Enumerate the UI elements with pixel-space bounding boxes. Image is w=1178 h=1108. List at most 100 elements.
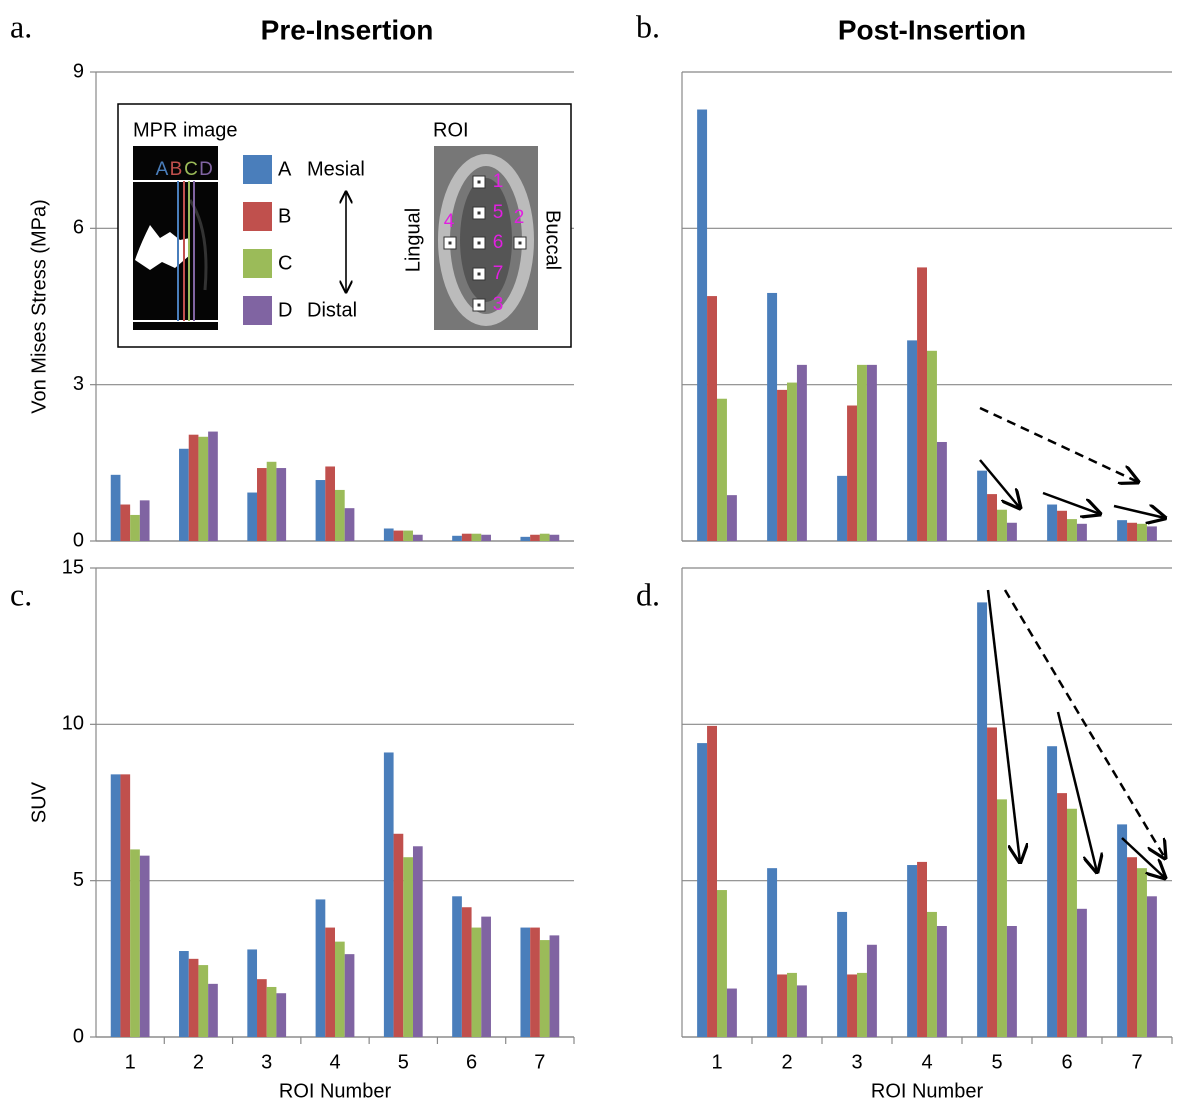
bar — [335, 942, 345, 1037]
annotation-arrows — [980, 408, 1165, 878]
bar — [530, 535, 540, 541]
bar — [917, 862, 927, 1037]
legend-swatch — [243, 296, 272, 325]
bar — [837, 912, 847, 1037]
bar — [462, 534, 472, 541]
bar — [394, 834, 404, 1037]
bar — [208, 432, 218, 541]
bar — [130, 849, 140, 1037]
mpr-letter: A — [156, 159, 169, 180]
roi-label: 6 — [493, 232, 504, 253]
bar — [345, 954, 355, 1037]
bar — [345, 508, 355, 541]
bar — [316, 480, 326, 541]
roi-label: 2 — [514, 207, 525, 228]
legend-label: B — [278, 205, 291, 227]
x-tick-label: 1 — [125, 1051, 136, 1073]
bar — [198, 965, 208, 1037]
bar — [727, 989, 737, 1037]
bar — [394, 531, 404, 541]
bar — [1007, 523, 1017, 541]
bar — [257, 468, 267, 541]
bar — [481, 535, 491, 541]
bar — [927, 912, 937, 1037]
x-tick-label: 3 — [851, 1051, 862, 1073]
bar — [179, 449, 189, 541]
roi-marker-dot — [449, 242, 452, 245]
bar — [1147, 526, 1157, 541]
bar — [111, 475, 121, 541]
legend-swatch — [243, 155, 272, 184]
roi-marker-dot — [478, 181, 481, 184]
bar — [1127, 523, 1137, 541]
x-tick-label: 4 — [329, 1051, 340, 1073]
bar — [111, 774, 121, 1037]
bar — [189, 959, 199, 1037]
bar — [452, 536, 462, 541]
bar — [550, 935, 560, 1037]
bar — [413, 846, 423, 1037]
panel-label: d. — [636, 576, 660, 612]
bar — [325, 466, 335, 541]
x-tick-label: 5 — [991, 1051, 1002, 1073]
bar — [140, 856, 150, 1037]
bar — [1067, 809, 1077, 1037]
bar — [867, 945, 877, 1037]
bar — [937, 926, 947, 1037]
x-tick-label: 2 — [193, 1051, 204, 1073]
bar — [257, 979, 267, 1037]
bar — [1077, 909, 1087, 1037]
roi-marker-dot — [519, 242, 522, 245]
bar — [927, 351, 937, 541]
x-tick-label: 2 — [781, 1051, 792, 1073]
bar — [1117, 824, 1127, 1037]
bar — [987, 727, 997, 1037]
bar — [247, 949, 257, 1037]
bar — [1067, 519, 1077, 541]
bar — [384, 528, 394, 541]
bar — [997, 510, 1007, 541]
bar — [867, 365, 877, 541]
bar — [198, 437, 208, 541]
bar — [1007, 926, 1017, 1037]
roi-marker-dot — [478, 273, 481, 276]
bar — [481, 917, 491, 1037]
roi-label: 4 — [444, 211, 455, 232]
roi-marker-dot — [478, 304, 481, 307]
bar — [179, 951, 189, 1037]
bar — [530, 928, 540, 1037]
bar — [520, 928, 530, 1037]
y-tick-label: 3 — [73, 373, 84, 395]
x-tick-label: 7 — [534, 1051, 545, 1073]
bar — [472, 534, 482, 541]
bar — [276, 993, 286, 1037]
bar — [727, 495, 737, 541]
bar — [1137, 524, 1147, 541]
y-tick-label: 15 — [62, 556, 84, 578]
x-axis-label: ROI Number — [279, 1080, 392, 1102]
roi-marker-dot — [478, 242, 481, 245]
bar — [189, 435, 199, 541]
legend-label: A — [278, 158, 292, 180]
bar — [316, 899, 326, 1037]
bar — [267, 462, 277, 541]
bar — [1147, 896, 1157, 1037]
x-tick-label: 4 — [921, 1051, 932, 1073]
roi-label: 5 — [493, 202, 504, 223]
bar — [1137, 868, 1147, 1037]
bar — [857, 973, 867, 1037]
roi-label: 7 — [493, 263, 504, 284]
bar — [907, 340, 917, 541]
roi-marker-dot — [478, 212, 481, 215]
bar — [797, 365, 807, 541]
bar — [997, 799, 1007, 1037]
y-tick-label: 9 — [73, 60, 84, 82]
bar — [208, 984, 218, 1037]
y-tick-label: 6 — [73, 217, 84, 239]
mpr-letter: B — [170, 159, 183, 180]
bar — [797, 985, 807, 1037]
bar — [550, 535, 560, 541]
bar — [937, 442, 947, 541]
y-tick-label: 0 — [73, 1025, 84, 1047]
